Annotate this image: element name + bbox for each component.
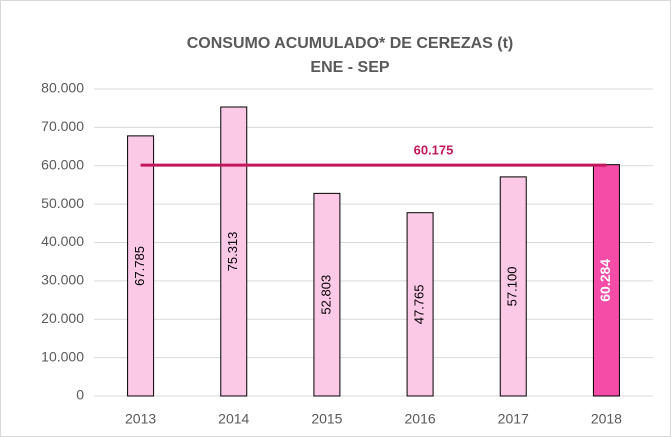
value-label: 75.313 — [225, 232, 240, 272]
value-label: 47.765 — [412, 284, 427, 324]
bar — [313, 192, 341, 397]
bar — [220, 106, 248, 397]
y-tick-label: 30.000 — [41, 272, 84, 288]
y-tick-label: 60.000 — [41, 156, 84, 172]
x-tick-label: 2017 — [498, 411, 529, 427]
bar — [406, 212, 434, 397]
x-tick-label: 2013 — [125, 411, 156, 427]
x-tick-label: 2015 — [311, 411, 342, 427]
value-label: 60.284 — [597, 259, 613, 302]
value-label: 52.803 — [318, 275, 333, 315]
y-tick-label: 10.000 — [41, 348, 84, 364]
bar — [127, 135, 155, 397]
chart-subtitle: ENE - SEP — [310, 59, 389, 76]
y-tick-label: 0 — [76, 387, 84, 403]
value-label: 67.785 — [132, 246, 147, 286]
y-tick-label: 40.000 — [41, 233, 84, 249]
x-tick-label: 2016 — [405, 411, 436, 427]
y-tick-label: 20.000 — [41, 310, 84, 326]
bar — [499, 176, 527, 397]
reference-label: 60.175 — [414, 143, 454, 158]
value-label: 57.100 — [505, 267, 520, 307]
x-tick-label: 2018 — [591, 411, 622, 427]
chart-title: CONSUMO ACUMULADO* DE CEREZAS (t) — [187, 35, 514, 52]
y-tick-label: 80.000 — [41, 80, 84, 96]
x-tick-label: 2014 — [218, 411, 249, 427]
y-tick-label: 50.000 — [41, 195, 84, 211]
y-tick-label: 70.000 — [41, 118, 84, 134]
